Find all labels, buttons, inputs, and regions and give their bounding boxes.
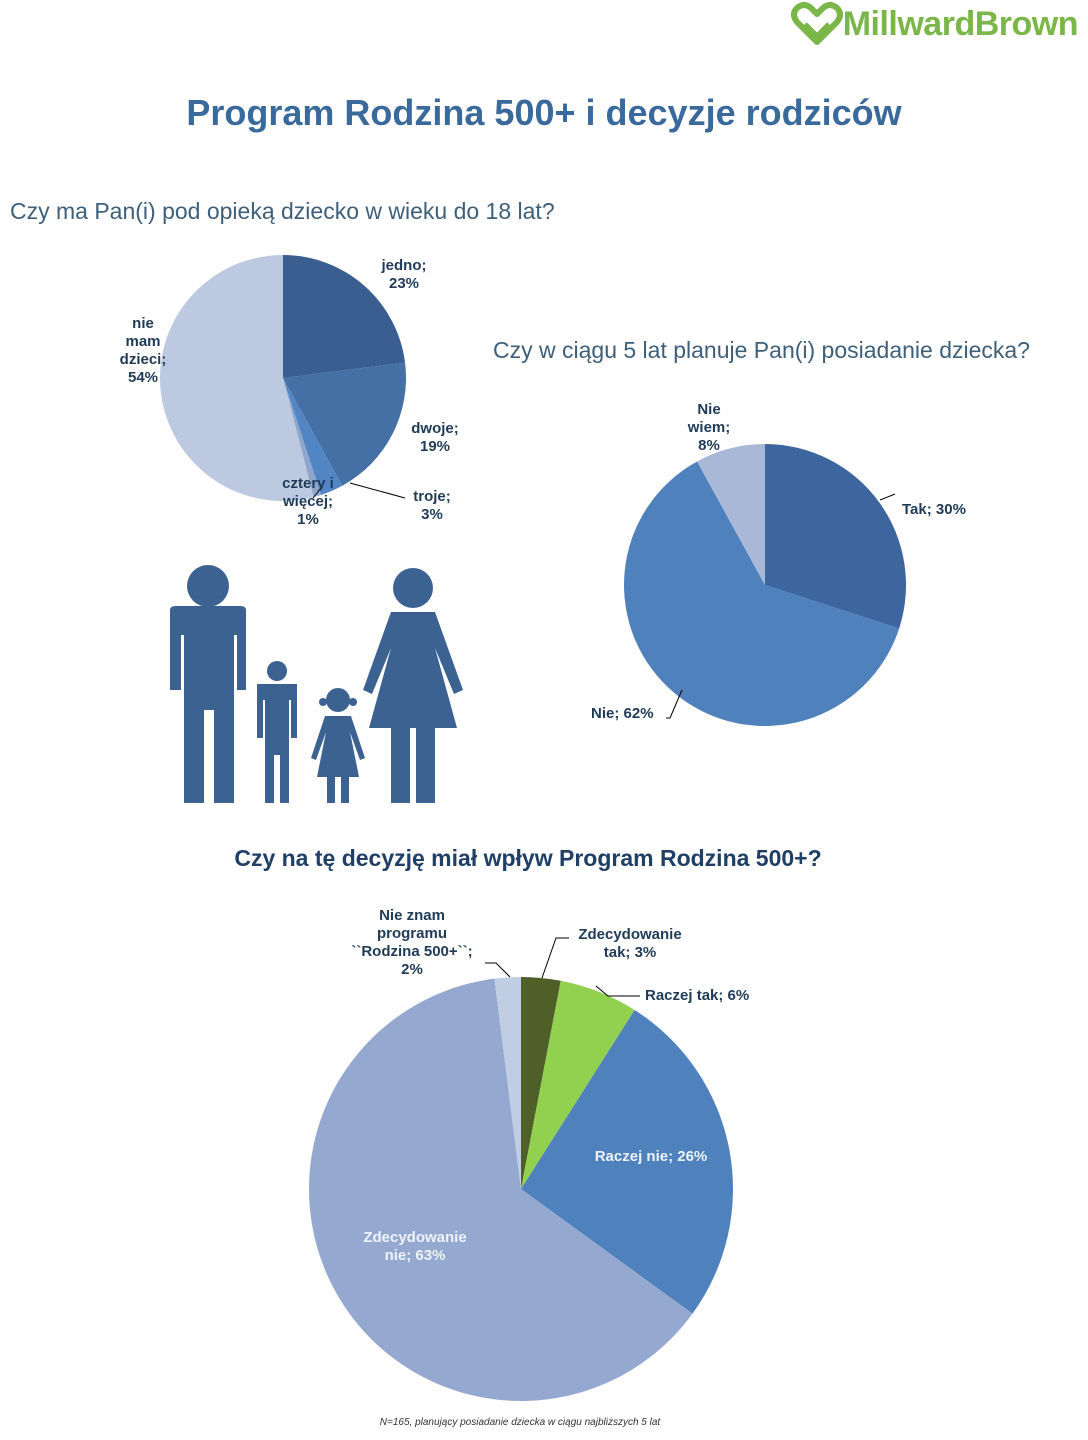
logo-text: MillwardBrown bbox=[842, 4, 1079, 43]
logo: MillwardBrown bbox=[790, 2, 1079, 46]
pie-3-slice-5 bbox=[494, 977, 521, 1189]
pie-1-slice-3 bbox=[283, 378, 343, 495]
pie-1-label-5: nie mam dzieci; 54% bbox=[120, 315, 167, 386]
pie-3-leader-line-5 bbox=[485, 962, 511, 978]
pie-3-slice-2 bbox=[521, 980, 635, 1189]
pie-3-slice-3 bbox=[521, 1010, 734, 1314]
pie-3-slice-4 bbox=[308, 978, 693, 1401]
pie-3-leader-line-2 bbox=[595, 985, 640, 997]
pie-1-label-1: jedno; 23% bbox=[381, 257, 427, 292]
pie-3-leader-line-1 bbox=[541, 937, 569, 979]
pie-1-label-3: troje; 3% bbox=[413, 488, 451, 523]
pie-2-label-2: Nie; 62% bbox=[591, 705, 654, 722]
pie-2-slice-2 bbox=[624, 461, 900, 726]
pie-2-leader-line-2 bbox=[666, 689, 683, 719]
pie-1-slice-4 bbox=[283, 378, 322, 498]
family-icon bbox=[160, 560, 480, 815]
footnote: N=165, planujący posiadanie dziecka w ci… bbox=[379, 1417, 661, 1428]
pie-2-label-1: Tak; 30% bbox=[902, 501, 966, 518]
millwardbrown-heart-logo-icon bbox=[790, 2, 843, 45]
page-title: Program Rodzina 500+ i decyzje rodziców bbox=[186, 92, 902, 133]
pie-2-slice-1 bbox=[765, 444, 907, 629]
pie-3-label-1: Zdecydowanie tak; 3% bbox=[578, 926, 681, 961]
pie-1-slice-1 bbox=[283, 255, 406, 378]
pie-1-slice-5 bbox=[160, 255, 314, 501]
pie-1-label-2: dwoje; 19% bbox=[411, 420, 459, 455]
pie-1-leader-line-4 bbox=[312, 487, 322, 499]
pie-1-leader-line-3 bbox=[349, 482, 406, 499]
pie-2-leader-line-1 bbox=[879, 493, 896, 501]
pie-3-label-5: Nie znam programu ``Rodzina 500+``; 2% bbox=[351, 907, 472, 978]
chart-2-question: Czy w ciągu 5 lat planuje Pan(i) posiada… bbox=[493, 337, 1030, 363]
pie-1-slice-2 bbox=[283, 362, 407, 486]
pie-3-label-2: Raczej tak; 6% bbox=[645, 987, 749, 1004]
chart-1-question: Czy ma Pan(i) pod opieką dziecko w wieku… bbox=[10, 198, 555, 224]
pie-1-label-4: cztery i więcej; 1% bbox=[282, 475, 334, 528]
pie-3-slice-1 bbox=[521, 977, 561, 1189]
pie-2-label-3: Nie wiem; 8% bbox=[687, 401, 731, 454]
chart-3-question: Czy na tę decyzję miał wpływ Program Rod… bbox=[234, 845, 822, 871]
pie-3-label-3: Raczej nie; 26% bbox=[595, 1148, 708, 1165]
pie-3-label-4: Zdecydowanie nie; 63% bbox=[363, 1229, 466, 1264]
pie-2-slice-3 bbox=[697, 444, 765, 585]
